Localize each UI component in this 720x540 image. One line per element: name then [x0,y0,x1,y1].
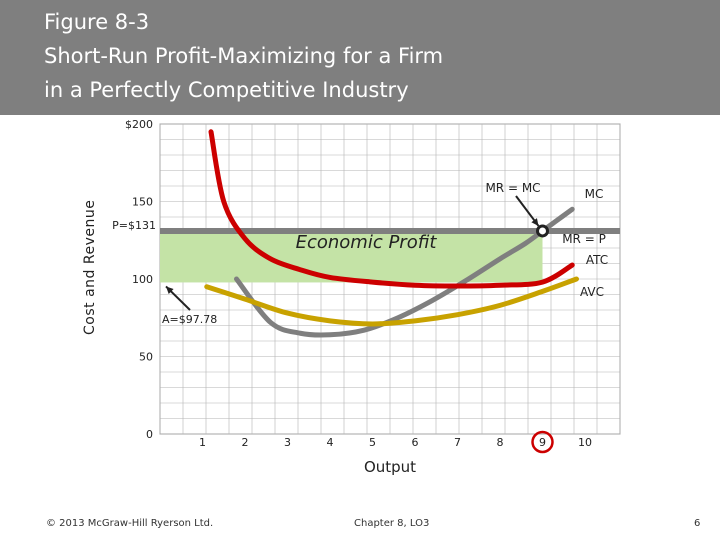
y-tick-label: 0 [146,428,153,441]
x-tick-label: 5 [369,436,376,449]
mr-mc-label: MR = MC [485,181,540,195]
x-axis-label: Output [364,458,416,476]
avc-curve [204,276,579,327]
highlighted-tick-ring [531,430,554,454]
y-tick-label: 150 [132,196,153,209]
economic-profit-label: Economic Profit [296,232,438,253]
title-line-2: Short-Run Profit-Maximizing for a Firm [44,44,444,68]
x-tick-label: 8 [497,436,504,449]
y-tick-label: $200 [125,118,153,131]
tick-labels: $200 150 100 50 0 1 2 3 4 5 6 7 8 9 10 [125,118,592,449]
pointer-arrows [165,195,540,311]
page-number: 6 [694,518,701,529]
average-cost-label: A=$97.78 [162,313,217,326]
y-tick-label: 50 [139,351,153,364]
average-cost-arrow [165,285,191,311]
x-tick-label: 9 [539,436,546,449]
footer-chapter: Chapter 8, LO3 [354,518,430,529]
x-tick-label: 6 [412,436,419,449]
atc-series-label: ATC [586,253,608,267]
x-tick-label: 4 [327,436,334,449]
x-tick-label: 3 [284,436,291,449]
y-axis-label: Cost and Revenue [82,200,98,335]
title-line-3: in a Perfectly Competitive Industry [44,78,409,102]
mr-mc-point [536,224,549,238]
y-tick-label: 100 [132,273,153,286]
x-tick-label: 7 [454,436,461,449]
price-label: P=$131 [112,219,156,232]
x-tick-label: 2 [242,436,249,449]
atc-curve [208,129,575,289]
mr-mc-arrow [515,195,540,227]
x-tick-label: 1 [199,436,206,449]
footer-copyright: © 2013 McGraw-Hill Ryerson Ltd. [46,518,214,529]
title-bar: Figure 8-3 Short-Run Profit-Maximizing f… [0,0,720,115]
avc-series-label: AVC [580,285,604,299]
mc-series-label: MC [585,187,604,201]
mr-p-label: MR = P [562,232,606,246]
title-line-1: Figure 8-3 [44,10,150,34]
x-tick-label: 10 [578,436,592,449]
